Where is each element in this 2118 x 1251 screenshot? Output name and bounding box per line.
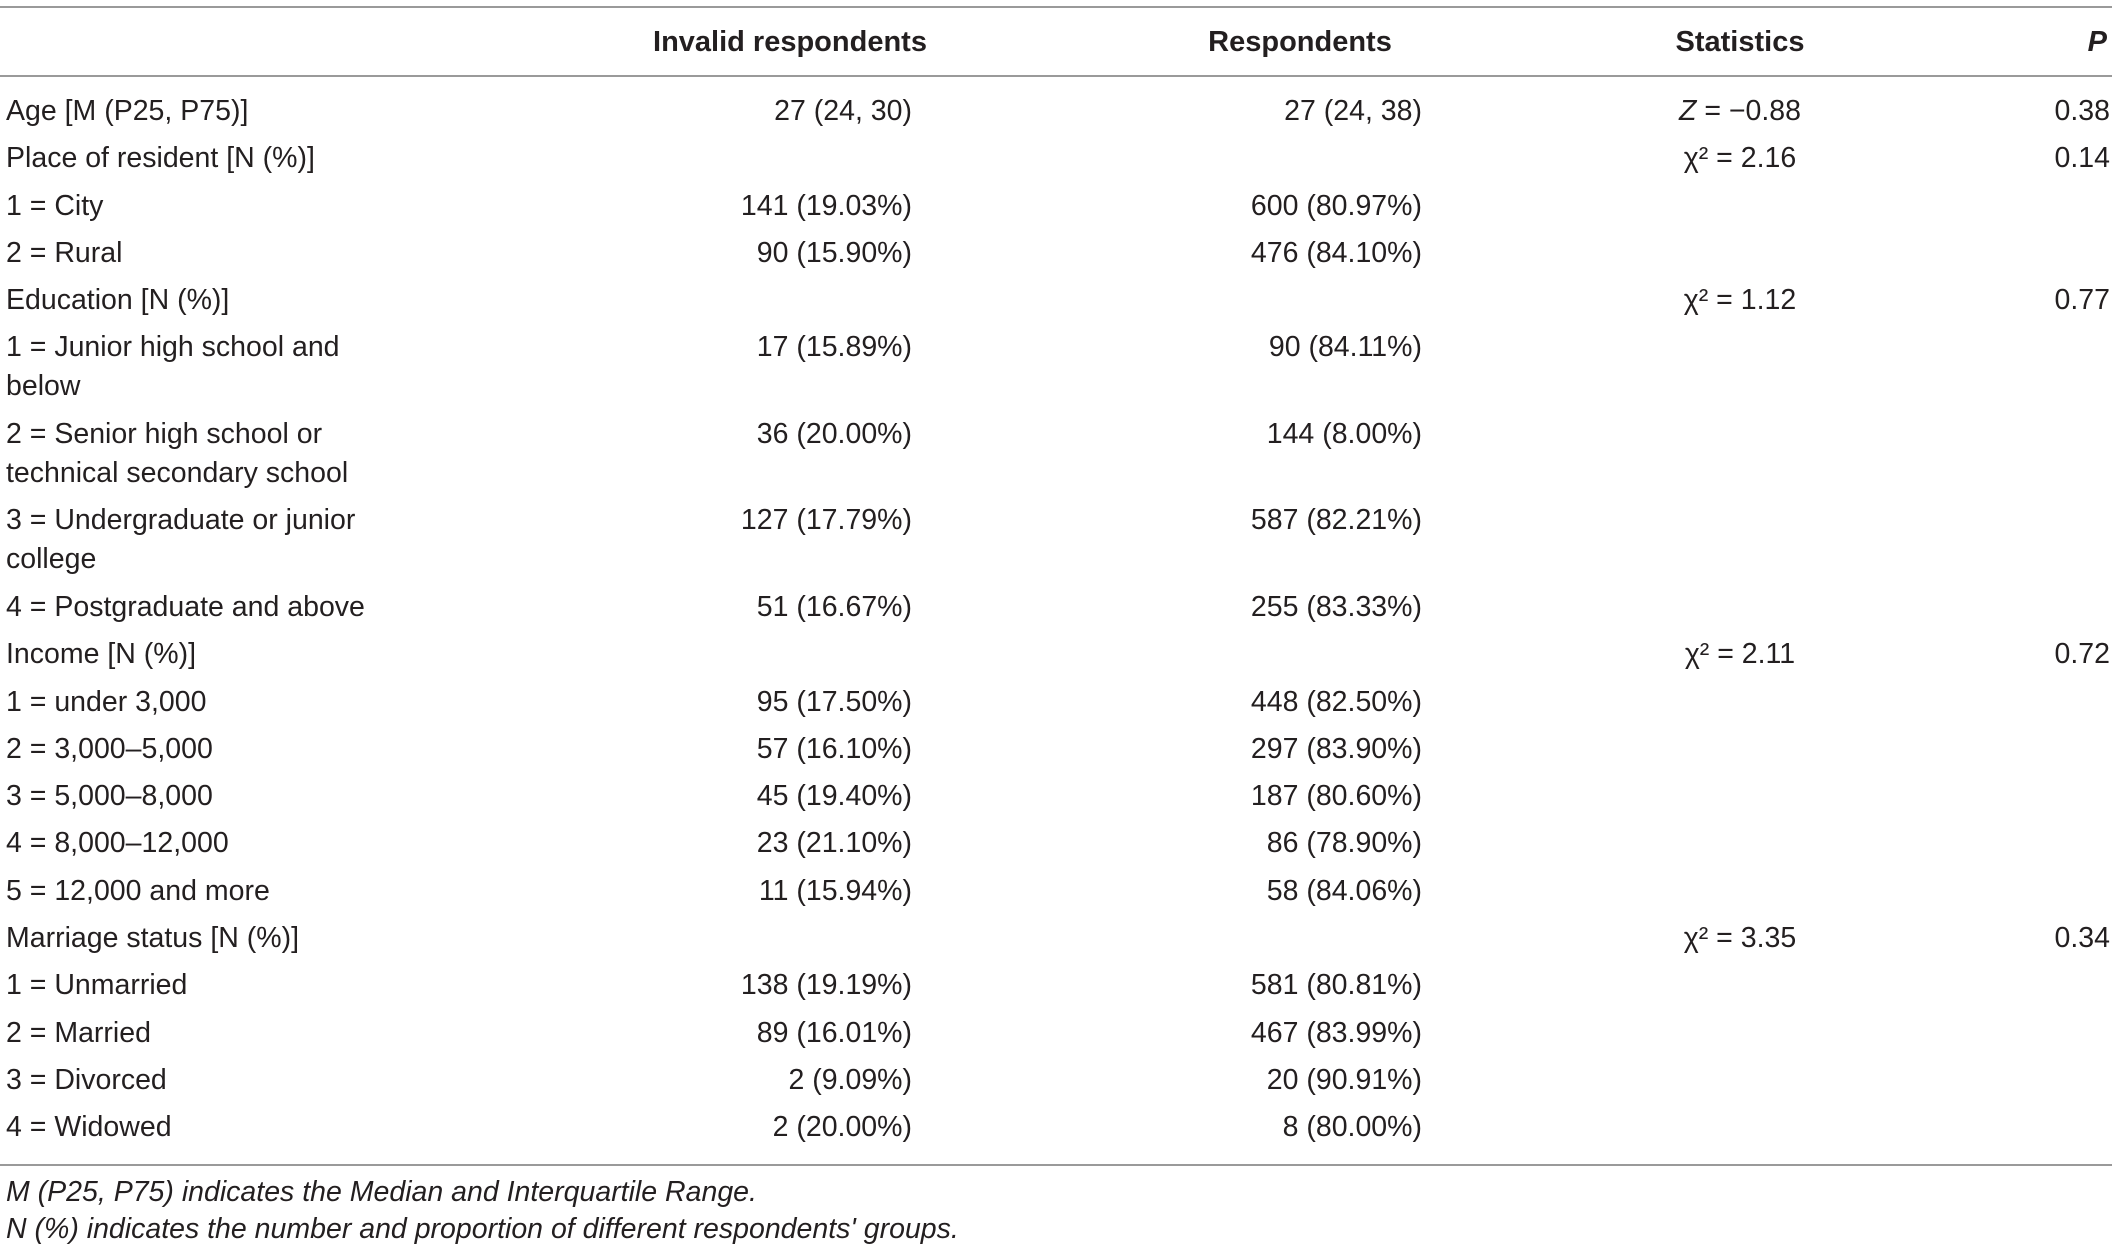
table-row: 4 = 8,000–12,000 23 (21.10%) 86 (78.90%) — [0, 821, 2118, 868]
respondents-cell: 476 (84.10%) — [1250, 236, 1422, 269]
table-row: 4 = Postgraduate and above 51 (16.67%) 255… — [0, 585, 2118, 632]
respondents-cell: 448 (82.50%) — [1250, 685, 1422, 718]
table-row: 2 = Senior high school or technical seco… — [0, 412, 2118, 499]
row-label-cell: 2 = Senior high school or technical seco… — [6, 417, 349, 489]
table-body: Age [M (P25, P75)] 27 (24, 30) 27 (24, 38)… — [0, 89, 2118, 1153]
row-label-cell: 1 = Junior high school and below — [6, 331, 340, 403]
table-row: 1 = Junior high school and below 17 (15.8… — [0, 325, 2118, 412]
invalid-respondents-cell: 36 (20.00%) — [756, 417, 912, 450]
invalid-respondents-cell: 90 (15.90%) — [756, 236, 912, 269]
table-footnotes: M (P25, P75) indicates the Median and In… — [6, 1174, 959, 1248]
p-value-cell: 0.14 — [2054, 142, 2110, 175]
row-label-cell: 2 = Married — [6, 1016, 151, 1049]
table-row: 5 = 12,000 and more 11 (15.94%) 58 (84.06%… — [0, 869, 2118, 916]
row-label-cell: 2 = 3,000–5,000 — [6, 732, 213, 765]
table-row: 2 = 3,000–5,000 57 (16.10%) 297 (83.90%) — [0, 727, 2118, 774]
p-value-cell: 0.34 — [2054, 922, 2110, 955]
invalid-respondents-cell: 2 (20.00%) — [772, 1111, 912, 1144]
table-row: Marriage status [N (%)] χ² = 3.35 0.34 — [0, 916, 2118, 963]
respondents-cell: 255 (83.33%) — [1250, 590, 1422, 623]
respondents-cell: 187 (80.60%) — [1250, 780, 1422, 813]
p-value-cell: 0.72 — [2054, 638, 2110, 671]
footnote: M (P25, P75) indicates the Median and In… — [6, 1176, 757, 1208]
invalid-respondents-cell: 95 (17.50%) — [756, 685, 912, 718]
invalid-respondents-cell: 57 (16.10%) — [756, 732, 912, 765]
respondents-cell: 297 (83.90%) — [1250, 732, 1422, 765]
header-p-value: P — [2087, 26, 2107, 58]
statistics-cell: χ² = 1.12 — [1683, 284, 1797, 317]
invalid-respondents-cell: 141 (19.03%) — [740, 189, 912, 222]
respondents-cell: 467 (83.99%) — [1250, 1016, 1422, 1049]
respondents-cell: 20 (90.91%) — [1266, 1063, 1422, 1096]
table-row: Age [M (P25, P75)] 27 (24, 30) 27 (24, 38)… — [0, 89, 2118, 136]
header-respondents: Respondents — [1208, 26, 1392, 58]
table-top-rule — [0, 6, 2112, 8]
row-label-cell: 1 = City — [6, 189, 104, 222]
table-row: 2 = Married 89 (16.01%) 467 (83.99%) — [0, 1011, 2118, 1058]
respondents-cell: 587 (82.21%) — [1250, 504, 1422, 537]
statistics-cell: χ² = 2.11 — [1684, 638, 1796, 671]
row-label-cell: 3 = Undergraduate or junior college — [6, 504, 356, 576]
table-row: 2 = Rural 90 (15.90%) 476 (84.10%) — [0, 231, 2118, 278]
invalid-respondents-cell: 138 (19.19%) — [740, 969, 912, 1002]
row-label-cell: 3 = 5,000–8,000 — [6, 780, 213, 813]
row-label-cell: 3 = Divorced — [6, 1063, 167, 1096]
row-label-cell: 4 = Widowed — [6, 1111, 172, 1144]
respondents-cell: 86 (78.90%) — [1266, 827, 1422, 860]
statistics-cell: χ² = 2.16 — [1683, 142, 1797, 175]
invalid-respondents-cell: 11 (15.94%) — [758, 874, 912, 907]
respondents-cell: 58 (84.06%) — [1266, 874, 1422, 907]
invalid-respondents-cell: 27 (24, 30) — [774, 95, 912, 127]
row-label-cell: Age [M (P25, P75)] — [6, 95, 249, 127]
p-value-cell: 0.77 — [2054, 284, 2110, 317]
row-label-cell: 4 = Postgraduate and above — [6, 590, 365, 623]
respondents-cell: 581 (80.81%) — [1250, 969, 1422, 1002]
statistics-cell: χ² = 3.35 — [1683, 922, 1797, 955]
row-label-cell: 1 = Unmarried — [6, 969, 188, 1002]
table-row: 1 = City 141 (19.03%) 600 (80.97%) — [0, 184, 2118, 231]
table-row: 3 = Undergraduate or junior college 127 (… — [0, 498, 2118, 585]
respondents-cell: 600 (80.97%) — [1250, 189, 1422, 222]
invalid-respondents-cell: 17 (15.89%) — [756, 331, 912, 364]
row-label-cell: 4 = 8,000–12,000 — [6, 827, 229, 860]
table-row: 1 = under 3,000 95 (17.50%) 448 (82.50%) — [0, 680, 2118, 727]
footnote: N (%) indicates the number and proportio… — [6, 1213, 959, 1245]
invalid-respondents-cell: 51 (16.67%) — [756, 590, 912, 623]
row-label-cell: Place of resident [N (%)] — [6, 142, 315, 175]
respondents-cell: 8 (80.00%) — [1282, 1111, 1422, 1144]
invalid-respondents-cell: 45 (19.40%) — [756, 780, 912, 813]
invalid-respondents-cell: 127 (17.79%) — [740, 504, 912, 537]
header-rule — [0, 75, 2112, 77]
p-value-cell: 0.38 — [2054, 95, 2110, 127]
table-row: 3 = 5,000–8,000 45 (19.40%) 187 (80.60%) — [0, 774, 2118, 821]
header-statistics: Statistics — [1675, 26, 1805, 58]
table-row: Income [N (%)] χ² = 2.11 0.72 — [0, 632, 2118, 679]
table-row: Education [N (%)] χ² = 1.12 0.77 — [0, 278, 2118, 325]
row-label-cell: 2 = Rural — [6, 236, 123, 269]
respondents-cell: 27 (24, 38) — [1284, 95, 1422, 127]
statistics-cell: Z = −0.88 — [1678, 95, 1801, 127]
table-row: 4 = Widowed 2 (20.00%) 8 (80.00%) — [0, 1105, 2118, 1152]
table-bottom-rule — [0, 1164, 2112, 1166]
table-row: Place of resident [N (%)] χ² = 2.16 0.14 — [0, 136, 2118, 183]
row-label-cell: Education [N (%)] — [6, 284, 230, 317]
respondents-cell: 90 (84.11%) — [1268, 331, 1422, 364]
row-label-cell: 5 = 12,000 and more — [6, 874, 270, 907]
row-label-cell: Income [N (%)] — [6, 638, 197, 671]
row-label-cell: Marriage status [N (%)] — [6, 922, 299, 955]
row-label-cell: 1 = under 3,000 — [6, 685, 207, 718]
table-row: 3 = Divorced 2 (9.09%) 20 (90.91%) — [0, 1058, 2118, 1105]
invalid-respondents-cell: 2 (9.09%) — [788, 1063, 912, 1096]
invalid-respondents-cell: 23 (21.10%) — [756, 827, 912, 860]
header-invalid-respondents: Invalid respondents — [653, 26, 927, 58]
invalid-respondents-cell: 89 (16.01%) — [756, 1016, 912, 1049]
respondents-cell: 144 (8.00%) — [1266, 417, 1422, 450]
table-row: 1 = Unmarried 138 (19.19%) 581 (80.81%) — [0, 963, 2118, 1010]
